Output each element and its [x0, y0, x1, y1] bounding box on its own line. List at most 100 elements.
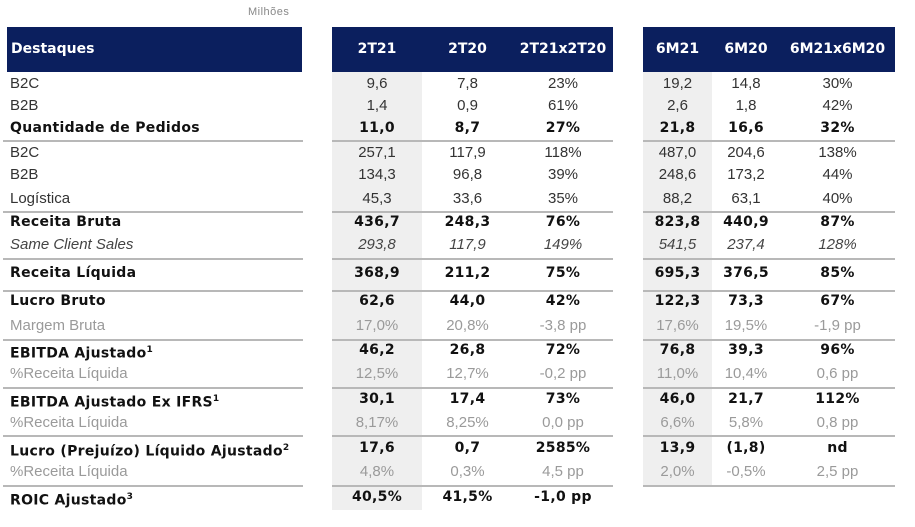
row-label: ROIC Ajustado3	[10, 492, 134, 509]
header-quarter-band: 2T21 2T20 2T21x2T20	[332, 27, 613, 72]
header-6m21x6m20: 6M21x6M20	[789, 41, 886, 57]
quarter-value: 33,6	[452, 190, 483, 207]
semester-value: 16,6	[728, 120, 764, 136]
quarter-value: 17,0%	[355, 317, 399, 334]
semester-value: 0,6 pp	[816, 365, 859, 382]
header-2t21x2t20: 2T21x2T20	[519, 41, 607, 57]
semester-value: 42%	[822, 97, 853, 114]
semester-value: 17,6%	[656, 317, 699, 334]
semester-value: 248,6	[658, 166, 697, 183]
row-label: B2B	[10, 166, 39, 183]
quarter-value: 0,7	[454, 440, 481, 456]
quarter-value: 39%	[547, 166, 579, 183]
quarter-value: 8,25%	[446, 414, 489, 431]
semester-value: 541,5	[658, 236, 697, 253]
quarter-value: 0,0 pp	[542, 414, 584, 431]
header-label-band: Destaques	[7, 27, 302, 72]
semester-value: 96%	[820, 342, 855, 358]
quarter-value: 248,3	[444, 214, 491, 230]
semester-value: 21,7	[728, 391, 764, 407]
semester-value: 44%	[822, 166, 853, 183]
row-separator	[3, 339, 303, 341]
quarter-value: 17,6	[359, 440, 395, 456]
semester-value: 138%	[818, 144, 857, 161]
quarter-value: 76%	[545, 214, 581, 230]
semester-value: 0,8 pp	[816, 414, 859, 431]
row-label: %Receita Líquida	[10, 414, 128, 431]
semester-value: nd	[827, 440, 848, 456]
quarter-value: 257,1	[358, 144, 396, 161]
row-separator	[332, 435, 613, 437]
quarter-value: 40,5%	[351, 489, 403, 505]
semester-value: 39,3	[728, 342, 764, 358]
quarter-value: 62,6	[359, 293, 395, 309]
row-label: EBITDA Ajustado Ex IFRS1	[10, 394, 220, 411]
semester-value: 30%	[822, 75, 853, 92]
semester-value: 10,4%	[724, 365, 768, 382]
quarter-value: 44,0	[449, 293, 486, 309]
quarter-value: -3,8 pp	[539, 317, 587, 334]
semester-value: 2,5 pp	[816, 463, 859, 480]
quarter-value: -1,0 pp	[534, 489, 592, 505]
semester-value: 6,6%	[660, 414, 695, 431]
row-label: Logística	[10, 190, 71, 207]
header-6m21: 6M21	[655, 41, 700, 57]
semester-value: 237,4	[727, 236, 765, 253]
semester-value: 13,9	[659, 440, 696, 456]
semester-value: 204,6	[727, 144, 765, 161]
quarter-value: 26,8	[449, 342, 486, 358]
row-separator	[332, 211, 613, 213]
quarter-value: 41,5%	[442, 489, 493, 505]
semester-value: 88,2	[662, 190, 693, 207]
row-label: Quantidade de Pedidos	[10, 120, 200, 136]
semester-value: 440,9	[723, 214, 769, 230]
units-label: Milhões	[248, 6, 290, 18]
quarter-value: 20,8%	[446, 317, 489, 334]
row-separator	[332, 258, 613, 260]
row-label: Lucro (Prejuízo) Líquido Ajustado2	[10, 443, 290, 460]
quarter-value: 118%	[544, 144, 582, 161]
row-label: %Receita Líquida	[10, 365, 128, 382]
quarter-value: 23%	[547, 75, 579, 92]
quarter-value: 12,5%	[355, 365, 399, 382]
quarter-value: 436,7	[354, 214, 400, 230]
semester-value: 128%	[818, 236, 857, 253]
semester-value: 67%	[820, 293, 855, 309]
semester-value: 112%	[815, 391, 860, 407]
row-separator	[643, 290, 895, 292]
row-label: B2C	[10, 75, 40, 92]
header-2t20: 2T20	[448, 41, 487, 57]
row-separator	[643, 435, 895, 437]
quarter-value: 2585%	[535, 440, 591, 456]
footnote-marker: 2	[282, 443, 290, 453]
semester-value: 5,8%	[728, 414, 764, 431]
quarter-value: 17,4	[449, 391, 486, 407]
row-label: Margem Bruta	[10, 317, 106, 334]
quarter-value: -0,2 pp	[539, 365, 587, 382]
quarter-value: 73%	[545, 391, 581, 407]
header-destaques: Destaques	[11, 41, 95, 57]
row-separator	[332, 140, 613, 142]
semester-value: 32%	[820, 120, 855, 136]
semester-value: 76,8	[659, 342, 696, 358]
quarter-value: 12,7%	[446, 365, 489, 382]
semester-value: 122,3	[654, 293, 701, 309]
semester-value: 63,1	[731, 190, 761, 207]
row-label: %Receita Líquida	[10, 463, 128, 480]
quarter-value: 61%	[547, 97, 579, 114]
row-label: Lucro Bruto	[10, 293, 106, 309]
quarter-value: 72%	[545, 342, 581, 358]
row-separator	[3, 387, 303, 389]
quarter-value: 42%	[545, 293, 581, 309]
quarter-value: 8,17%	[355, 414, 399, 431]
quarter-value: 211,2	[444, 265, 491, 281]
semester-value: 173,2	[727, 166, 765, 183]
quarter-value: 27%	[545, 120, 581, 136]
row-separator	[3, 211, 303, 213]
semester-value: 87%	[820, 214, 855, 230]
semester-value: -0,5%	[726, 463, 766, 480]
row-separator	[643, 258, 895, 260]
quarter-value: 1,4	[366, 97, 388, 114]
row-label: Receita Líquida	[10, 265, 137, 281]
row-separator	[3, 435, 303, 437]
